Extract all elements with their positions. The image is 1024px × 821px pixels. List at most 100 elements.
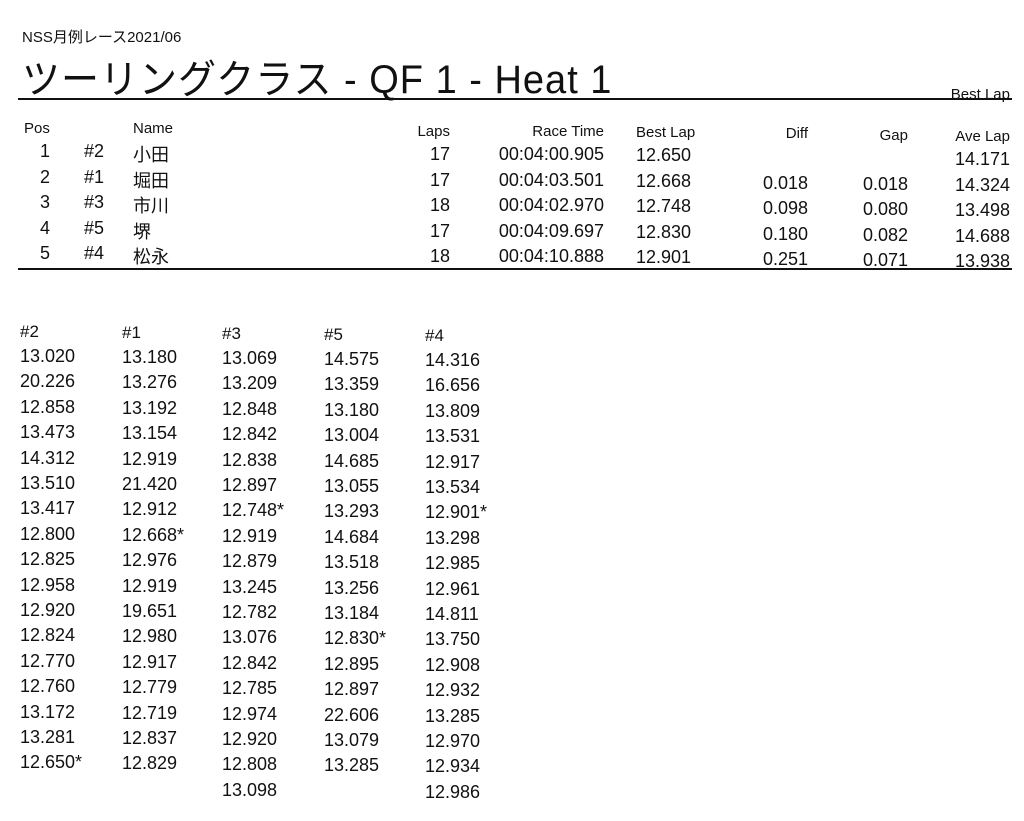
result-name: 松永 [133, 247, 169, 267]
result-race-time: 00:04:02.970 [498, 195, 604, 215]
lap-column-header: #3 [222, 324, 241, 343]
lap-time: 12.800 [20, 523, 76, 544]
lap-time: 13.098 [222, 779, 278, 800]
lap-time: 13.531 [425, 426, 481, 447]
lap-time: 12.919 [122, 448, 178, 469]
result-car: #2 [84, 141, 105, 161]
result-laps: 17 [429, 169, 450, 190]
result-gap: 0.080 [862, 199, 908, 219]
lap-time: 13.417 [20, 498, 76, 519]
lap-time: 12.650* [20, 752, 83, 773]
lap-time: 13.245 [222, 576, 278, 597]
lap-time: 13.069 [222, 348, 278, 368]
lap-time: 12.668* [122, 524, 185, 545]
lap-time: 14.575 [324, 349, 380, 369]
lap-time: 13.298 [425, 527, 481, 548]
header-laps: Laps [417, 123, 450, 140]
result-best-lap: 12.650 [636, 145, 692, 165]
lap-time: 13.192 [122, 397, 178, 418]
result-laps: 17 [429, 144, 450, 164]
lap-time: 14.685 [324, 450, 380, 471]
result-race-time: 00:04:00.905 [498, 144, 604, 164]
result-ave-lap: 13.938 [954, 251, 1010, 271]
lap-time: 12.848 [222, 398, 278, 419]
lap-time: 13.184 [324, 603, 380, 623]
lap-time: 12.976 [122, 550, 178, 571]
lap-time: 12.917 [425, 451, 481, 472]
lap-time: 13.079 [324, 730, 380, 750]
lap-time: 12.958 [20, 574, 76, 595]
result-diff: 0.018 [762, 172, 808, 193]
lap-time: 13.004 [324, 425, 380, 446]
result-race-time: 00:04:09.697 [498, 220, 604, 241]
lap-time: 12.934 [425, 756, 481, 777]
result-diff: 0.251 [762, 249, 808, 269]
result-pos: 4 [40, 217, 51, 238]
lap-time: 12.919 [122, 575, 178, 596]
lap-time: 13.359 [324, 374, 380, 395]
lap-column-header: #5 [324, 325, 343, 344]
result-gap: 0.071 [862, 250, 908, 270]
lap-time: 12.838 [222, 449, 278, 470]
lap-time: 14.811 [425, 604, 479, 624]
result-name: 小田 [133, 145, 169, 165]
result-best-lap: 12.830 [636, 221, 692, 242]
lap-time: 12.970 [425, 731, 481, 751]
event-subtitle: NSS月例レース2021/06 [22, 29, 182, 46]
divider-bottom [18, 268, 1012, 270]
result-pos: 2 [40, 166, 51, 187]
lap-time: 13.154 [122, 423, 178, 444]
lap-time: 13.180 [122, 347, 178, 367]
result-gap: 0.082 [862, 224, 908, 245]
result-name: 堺 [133, 221, 151, 242]
result-best-lap: 12.748 [636, 196, 692, 216]
lap-time: 13.076 [222, 627, 278, 648]
result-diff: 0.098 [762, 198, 808, 218]
result-best-lap: 12.668 [636, 170, 692, 191]
lap-time: 12.974 [222, 703, 278, 724]
lap-time: 13.750 [425, 629, 481, 650]
lap-time: 12.770 [20, 650, 76, 671]
result-best-lap: 12.901 [636, 247, 692, 267]
result-laps: 18 [429, 246, 450, 266]
lap-time: 14.312 [20, 447, 76, 468]
lap-time: 22.606 [324, 704, 380, 725]
lap-time: 12.782 [222, 602, 278, 622]
header-diff: Diff [785, 125, 808, 142]
result-laps: 18 [429, 195, 450, 215]
lap-time: 12.920 [20, 600, 76, 620]
page-title: ツーリングクラス - QF 1 - Heat 1 [22, 58, 613, 103]
lap-time: 13.285 [324, 755, 380, 776]
lap-time: 13.256 [324, 577, 380, 598]
result-ave-lap: 14.171 [954, 149, 1010, 169]
best-lap-label: Best Lap [950, 86, 1010, 103]
lap-time: 16.656 [425, 375, 481, 396]
lap-time: 12.829 [122, 753, 178, 774]
lap-time: 12.748* [222, 500, 285, 521]
lap-time: 13.276 [122, 372, 178, 393]
result-name: 堀田 [133, 170, 169, 191]
lap-time: 12.719 [122, 702, 178, 723]
header-gap: Gap [879, 127, 908, 144]
lap-time: 13.020 [20, 346, 76, 366]
lap-time: 13.510 [20, 473, 76, 493]
lap-time: 12.830* [324, 628, 387, 649]
lap-time: 13.293 [324, 501, 380, 522]
lap-time: 12.824 [20, 625, 76, 646]
result-car: #1 [84, 166, 105, 187]
result-car: #5 [84, 217, 105, 238]
lap-time: 12.919 [222, 525, 278, 546]
lap-time: 12.842 [222, 424, 278, 445]
lap-time: 12.961 [425, 578, 481, 599]
header-race-time: Race Time [532, 123, 604, 140]
lap-time: 12.779 [122, 677, 178, 698]
result-race-time: 00:04:03.501 [498, 169, 604, 190]
lap-time: 12.895 [324, 653, 380, 674]
result-pos: 5 [40, 243, 51, 263]
lap-time: 12.980 [122, 626, 178, 647]
divider-top [18, 98, 1012, 100]
result-gap: 0.018 [862, 173, 908, 194]
lap-time: 12.901* [425, 502, 488, 523]
lap-time: 12.808 [222, 754, 278, 775]
lap-time: 19.651 [122, 601, 178, 621]
